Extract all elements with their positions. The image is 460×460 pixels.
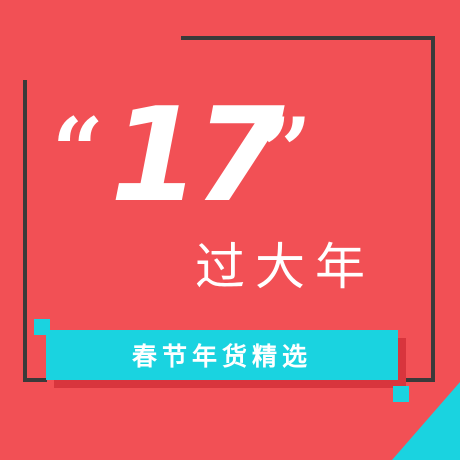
frame-right-line bbox=[431, 36, 435, 382]
frame-bottom-right-line bbox=[405, 378, 435, 382]
decor-square-right bbox=[393, 386, 409, 402]
banner-text: 春节年货精选 bbox=[131, 342, 312, 371]
frame-top-line bbox=[181, 36, 435, 40]
subtitle: 过大年 bbox=[195, 238, 375, 296]
headline: “ 17 ” bbox=[52, 72, 322, 231]
headline-graphic: “ 17 ” bbox=[52, 79, 312, 231]
frame-bottom-left-line bbox=[23, 378, 47, 382]
frame-left-line bbox=[23, 80, 27, 382]
open-quote: “ bbox=[52, 98, 104, 204]
corner-triangle-shape bbox=[392, 382, 460, 460]
close-quote: ” bbox=[260, 98, 312, 204]
headline-number: 17 bbox=[110, 79, 285, 222]
banner: 春节年货精选 bbox=[46, 330, 398, 380]
